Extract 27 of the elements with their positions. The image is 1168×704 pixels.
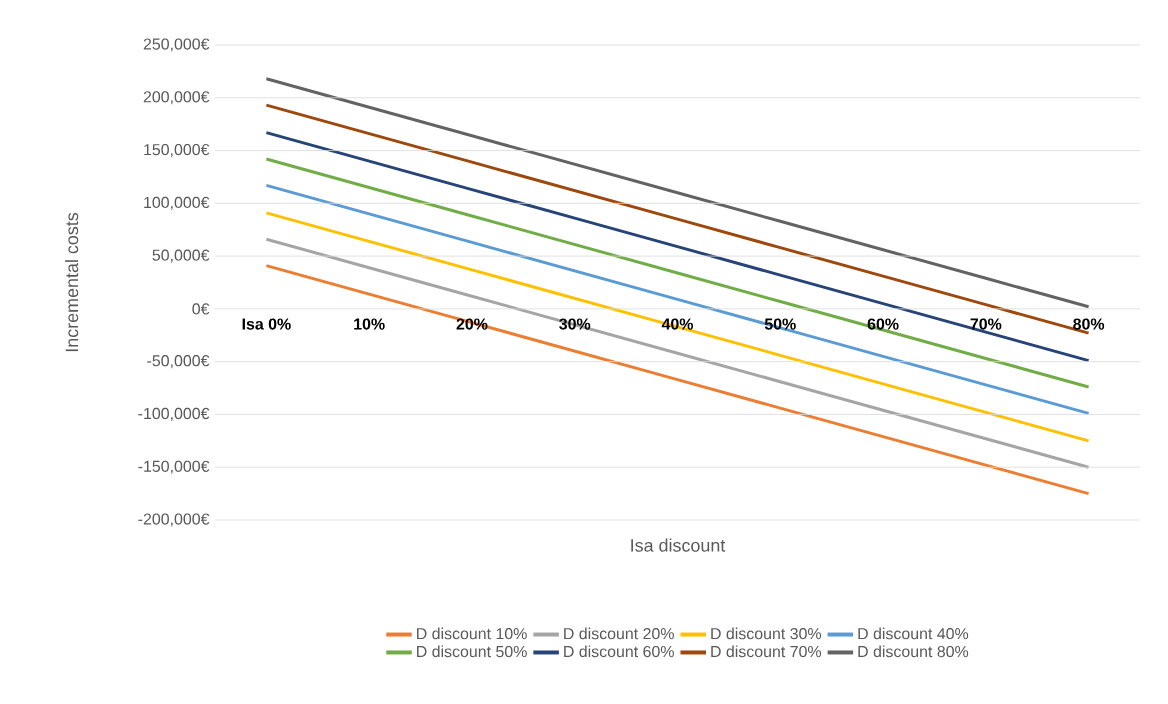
x-tick-label: 10%: [354, 318, 385, 330]
legend-label: D discount 20%: [564, 627, 674, 640]
y-axis-title: Incremental costs: [65, 212, 79, 352]
y-tick-label: 200,000€: [143, 91, 210, 105]
legend-label: D discount 60%: [564, 645, 674, 658]
x-tick-label: 70%: [970, 318, 1002, 330]
legend-label: D discount 70%: [711, 645, 822, 658]
y-tick-label: 0€: [192, 303, 210, 315]
x-axis-title: Isa discount: [631, 538, 726, 552]
legend-label: D discount 10%: [417, 627, 527, 640]
y-tick-label: -50,000€: [147, 355, 210, 369]
legend-label: D discount 40%: [858, 627, 969, 640]
x-tick-label: 30%: [559, 318, 591, 330]
y-tick-label: 150,000€: [144, 143, 210, 158]
legend-label: D discount 50%: [417, 645, 527, 658]
y-tick-label: -200,000€: [138, 513, 210, 527]
legend-label: D discount 80%: [858, 645, 969, 658]
x-tick-label: Isa 0%: [242, 318, 291, 330]
y-tick-label: -150,000€: [138, 460, 210, 474]
y-tick-label: -100,000€: [138, 407, 210, 422]
y-tick-label: 50,000€: [152, 249, 210, 263]
x-tick-label: 80%: [1073, 318, 1105, 330]
x-tick-label: 60%: [867, 318, 899, 330]
x-tick-label: 50%: [764, 318, 796, 330]
y-tick-label: 250,000€: [143, 38, 210, 52]
legend-label: D discount 30%: [711, 627, 822, 640]
y-tick-label: 100,000€: [144, 196, 210, 210]
